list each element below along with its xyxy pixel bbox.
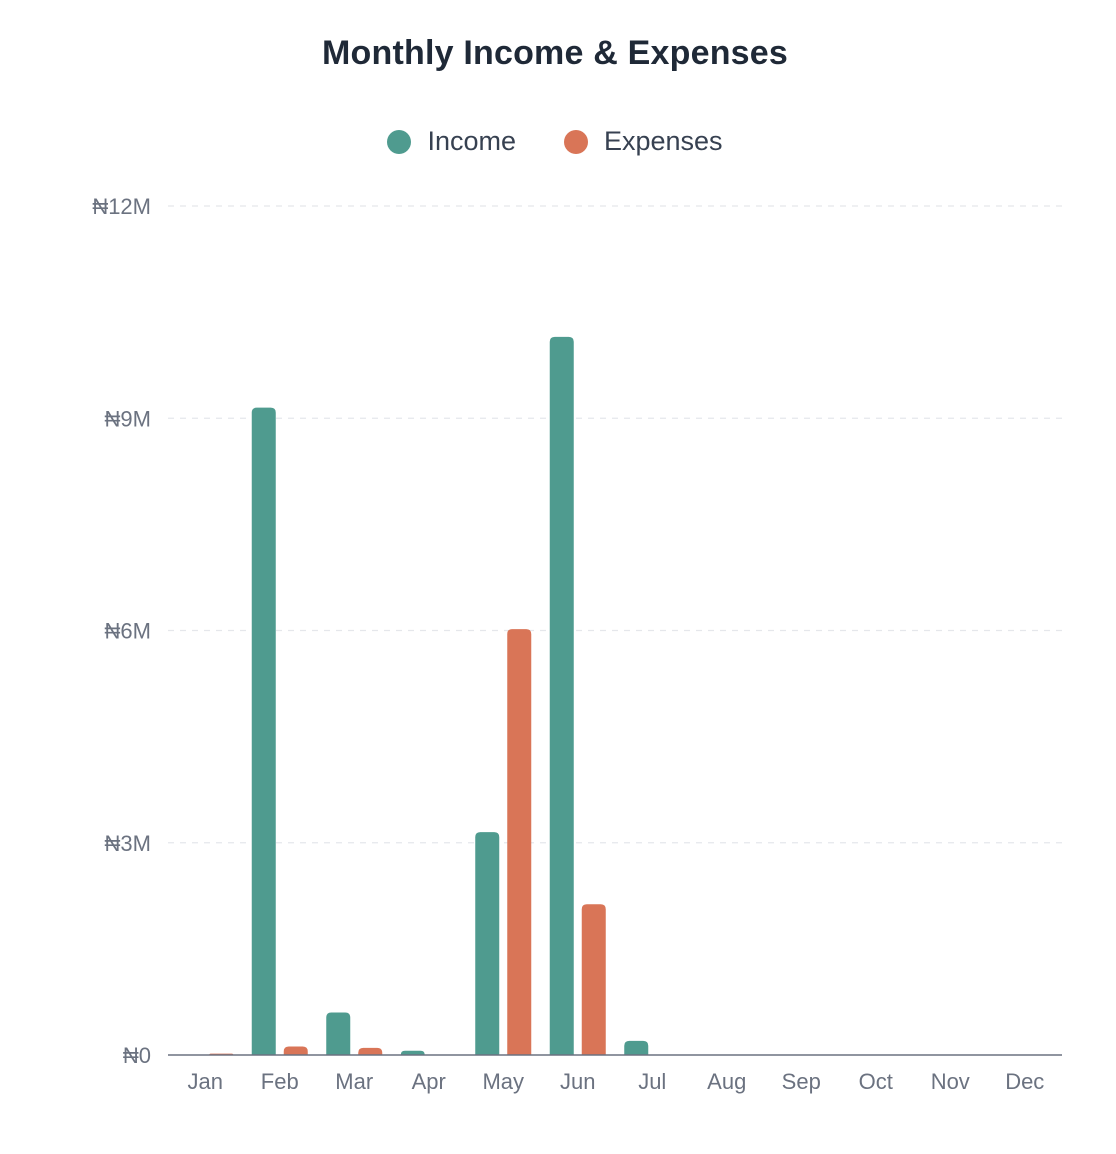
x-tick-label-nov: Nov (931, 1069, 970, 1094)
y-tick-label-3: ₦9M (105, 406, 151, 431)
bar-expenses-mar (358, 1047, 383, 1055)
legend-swatch-expenses (563, 129, 588, 154)
legend-swatch-income (387, 129, 412, 154)
bar-expenses-feb (283, 1046, 308, 1055)
y-tick-label-2: ₦6M (105, 619, 151, 644)
x-tick-label-sep: Sep (782, 1069, 821, 1094)
x-tick-label-jul: Jul (638, 1069, 666, 1094)
x-tick-label-feb: Feb (261, 1069, 299, 1094)
x-tick-label-oct: Oct (859, 1069, 893, 1094)
y-tick-label-0: ₦0 (123, 1043, 151, 1068)
bar-expenses-may (507, 629, 532, 1055)
bar-income-mar (326, 1012, 351, 1055)
legend-label-expenses: Expenses (603, 126, 723, 156)
bar-expenses-jun (581, 904, 606, 1055)
bar-income-feb (251, 407, 276, 1055)
x-tick-label-mar: Mar (335, 1069, 373, 1094)
bar-income-apr (400, 1050, 425, 1055)
bar-income-may (475, 832, 500, 1055)
y-tick-label-1: ₦3M (105, 831, 151, 856)
y-tick-label-4: ₦12M (92, 194, 151, 219)
legend-label-income: Income (427, 126, 516, 156)
x-tick-label-apr: Apr (412, 1069, 446, 1094)
chart-title: Monthly Income & Expenses (322, 34, 788, 72)
x-tick-label-dec: Dec (1005, 1069, 1044, 1094)
x-tick-label-jan: Jan (188, 1069, 223, 1094)
x-tick-label-aug: Aug (707, 1069, 746, 1094)
bar-income-jul (624, 1040, 649, 1055)
bar-income-jun (549, 336, 574, 1055)
legend-item-income[interactable]: Income (387, 126, 516, 157)
chart-legend: Income Expenses (0, 126, 1110, 157)
legend-item-expenses[interactable]: Expenses (563, 126, 723, 157)
x-tick-label-may: May (482, 1069, 524, 1094)
x-tick-label-jun: Jun (560, 1069, 595, 1094)
